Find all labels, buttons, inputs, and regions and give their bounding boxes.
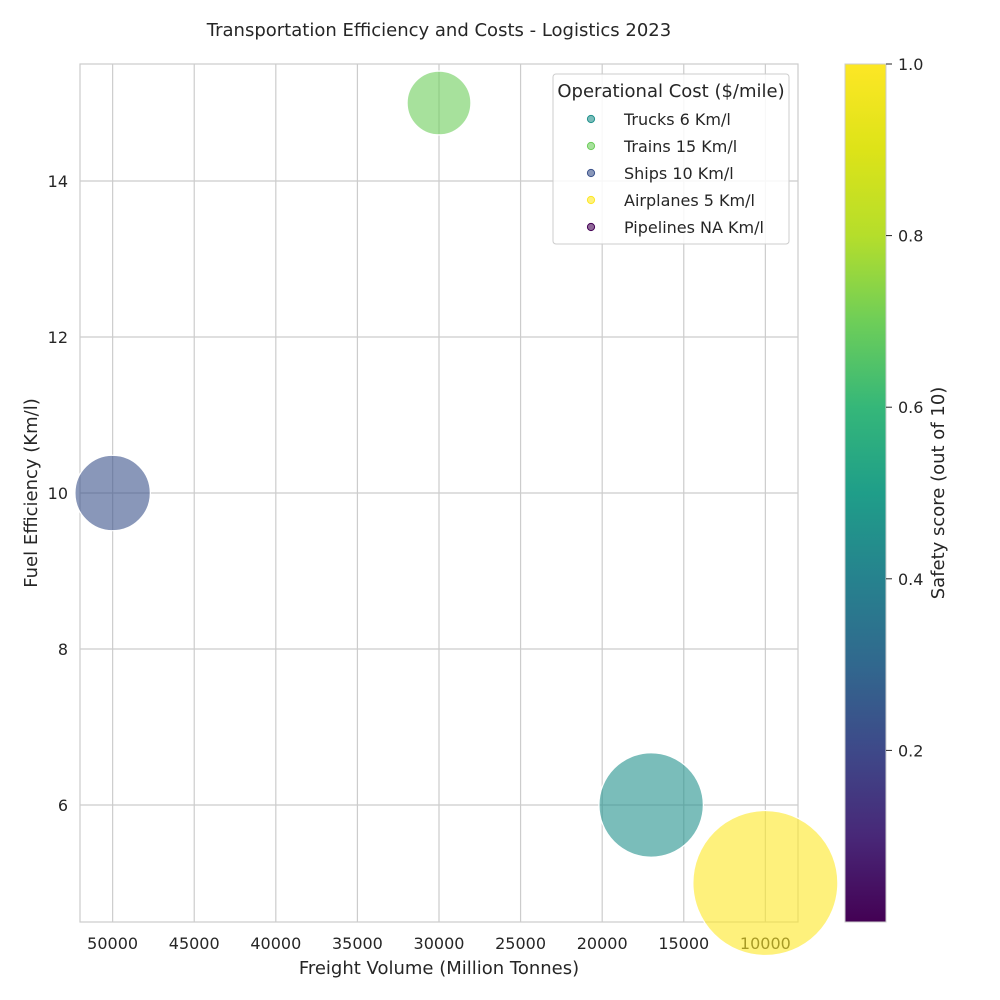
chart-title: Transportation Efficiency and Costs - Lo…	[206, 20, 671, 41]
x-tick-label: 30000	[414, 934, 465, 953]
x-tick-label: 40000	[250, 934, 301, 953]
legend-entry: Airplanes 5 Km/l	[624, 191, 755, 210]
x-tick-label: 20000	[577, 934, 628, 953]
colorbar	[844, 63, 887, 923]
y-tick-label: 8	[58, 640, 68, 659]
colorbar-ticks: 0.2 0.4 0.6 0.8 1.0	[886, 55, 923, 760]
bubble-trains	[406, 70, 472, 136]
bubble-trucks	[598, 752, 704, 858]
y-tick-label: 14	[48, 172, 68, 191]
x-tick-label: 45000	[169, 934, 220, 953]
y-tick-label: 10	[48, 484, 68, 503]
legend: Operational Cost ($/mile) Trucks 6 Km/l T…	[552, 73, 790, 245]
y-tick-label: 6	[58, 796, 68, 815]
y-axis-ticks: 6 8 10 12 14	[48, 172, 68, 815]
legend-entry: Ships 10 Km/l	[624, 164, 734, 183]
x-axis-label: Freight Volume (Million Tonnes)	[299, 958, 579, 979]
legend-marker	[586, 168, 596, 178]
bubble-ships	[74, 454, 151, 532]
colorbar-tick-label: 0.8	[898, 227, 923, 246]
legend-entry: Trucks 6 Km/l	[623, 110, 731, 129]
data-points	[74, 70, 839, 957]
x-axis-ticks: 50000 45000 40000 35000 30000 25000 20000 15000…	[87, 934, 791, 953]
colorbar-label: Safety score (out of 10)	[928, 387, 949, 600]
legend-marker	[586, 114, 596, 124]
colorbar-tick-label: 1.0	[898, 55, 923, 74]
legend-marker	[586, 141, 596, 151]
y-tick-label: 12	[48, 328, 68, 347]
x-tick-label: 25000	[495, 934, 546, 953]
legend-entry: Trains 15 Km/l	[623, 137, 737, 156]
bubble-airplanes	[692, 809, 839, 957]
colorbar-tick-label: 0.2	[898, 741, 923, 760]
legend-marker	[586, 222, 596, 232]
colorbar-tick-label: 0.4	[898, 570, 923, 589]
x-tick-label: 15000	[658, 934, 709, 953]
x-tick-label: 50000	[87, 934, 138, 953]
y-axis-label: Fuel Efficiency (Km/l)	[21, 398, 42, 587]
legend-entry: Pipelines NA Km/l	[624, 218, 764, 237]
legend-marker	[586, 195, 596, 205]
legend-box	[552, 73, 790, 245]
legend-title: Operational Cost ($/mile)	[557, 81, 784, 102]
colorbar-tick-label: 0.6	[898, 398, 923, 417]
x-tick-label: 35000	[332, 934, 383, 953]
